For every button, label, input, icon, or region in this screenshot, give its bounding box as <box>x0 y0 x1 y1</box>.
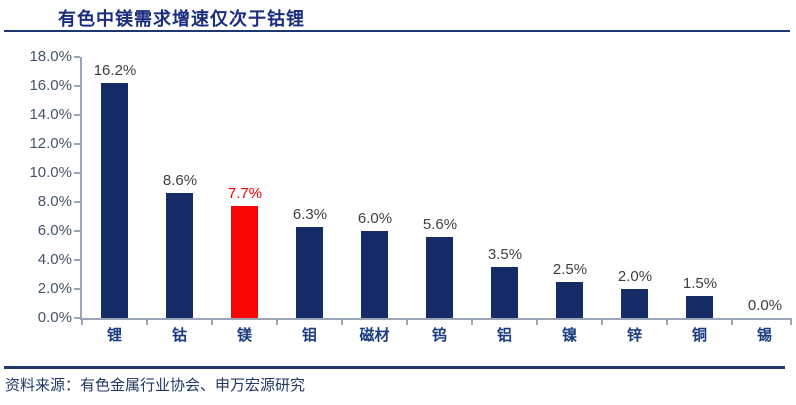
category-label: 镍 <box>561 327 577 344</box>
chart-title: 有色中镁需求增速仅次于钴锂 <box>58 9 305 29</box>
x-axis-tick <box>666 320 668 325</box>
y-axis-tick <box>74 317 80 319</box>
bar <box>361 231 388 318</box>
source-note: 资料来源：有色金属行业协会、申万宏源研究 <box>5 377 306 394</box>
x-axis-tick <box>471 320 473 325</box>
category-label: 磁材 <box>359 327 390 344</box>
category-label: 钴 <box>171 327 187 344</box>
y-axis-tick <box>74 201 80 203</box>
y-axis-tick <box>74 85 80 87</box>
bar-value-label: 8.6% <box>162 172 198 189</box>
y-axis-tick <box>74 114 80 116</box>
x-axis-tick <box>790 320 792 325</box>
bar <box>491 267 518 318</box>
y-axis-tick <box>74 288 80 290</box>
x-axis-tick <box>146 320 148 325</box>
y-axis-tick <box>74 56 80 58</box>
y-axis-tick <box>74 172 80 174</box>
bar-value-label: 7.7% <box>227 185 263 202</box>
bar-value-label: 5.6% <box>422 216 458 233</box>
y-tick-label: 0.0% <box>37 309 72 326</box>
x-axis-tick <box>406 320 408 325</box>
y-axis-tick <box>74 259 80 261</box>
y-tick-label: 6.0% <box>37 222 72 239</box>
x-axis-tick <box>81 320 83 325</box>
y-tick-label: 16.0% <box>29 77 72 94</box>
y-tick-label: 18.0% <box>29 48 72 65</box>
bar <box>296 227 323 318</box>
x-axis-tick <box>601 320 603 325</box>
source-divider <box>4 366 785 369</box>
y-tick-label: 4.0% <box>37 251 72 268</box>
y-tick-label: 10.0% <box>29 164 72 181</box>
category-label: 铝 <box>496 327 512 344</box>
category-label: 锂 <box>106 327 122 344</box>
bar <box>556 282 583 318</box>
bar-value-label: 16.2% <box>93 62 137 79</box>
bar-value-label: 6.3% <box>292 206 328 223</box>
category-label: 钼 <box>301 327 317 344</box>
bar-value-label: 0.0% <box>747 297 783 314</box>
category-label: 钨 <box>431 327 447 344</box>
x-axis-tick <box>536 320 538 325</box>
bar <box>101 83 128 318</box>
y-tick-label: 8.0% <box>37 193 72 210</box>
category-label: 锌 <box>626 327 642 344</box>
category-label: 锡 <box>756 327 772 344</box>
bar <box>231 206 258 318</box>
title-underline <box>4 30 790 32</box>
bar <box>426 237 453 318</box>
x-axis-tick <box>276 320 278 325</box>
bar <box>621 289 648 318</box>
bar <box>166 193 193 318</box>
category-label: 铜 <box>691 327 707 344</box>
y-axis-line <box>80 57 82 318</box>
bar-value-label: 2.0% <box>617 268 653 285</box>
bar-value-label: 3.5% <box>487 246 523 263</box>
x-axis-tick <box>341 320 343 325</box>
x-axis-tick <box>211 320 213 325</box>
x-axis-tick <box>731 320 733 325</box>
y-axis-tick <box>74 143 80 145</box>
bar <box>686 296 713 318</box>
bar-value-label: 6.0% <box>357 210 393 227</box>
y-tick-label: 2.0% <box>37 280 72 297</box>
y-axis-tick <box>74 230 80 232</box>
bar-value-label: 2.5% <box>552 261 588 278</box>
category-label: 镁 <box>236 327 252 344</box>
x-axis-line <box>80 318 792 320</box>
y-tick-label: 14.0% <box>29 106 72 123</box>
y-tick-label: 12.0% <box>29 135 72 152</box>
bar-value-label: 1.5% <box>682 275 718 292</box>
